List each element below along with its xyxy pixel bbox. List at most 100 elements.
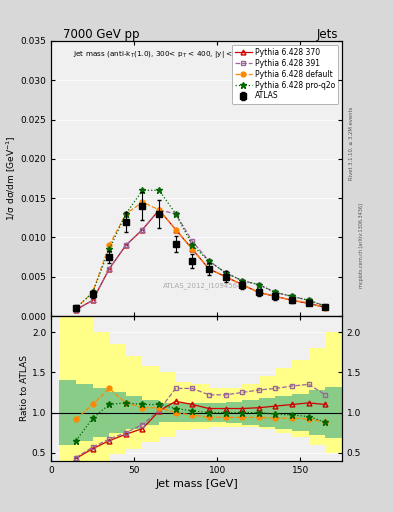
Pythia 6.428 pro-q2o — [273, 289, 278, 295]
Pythia 6.428 default — [240, 282, 244, 288]
Pythia 6.428 pro-q2o — [190, 242, 195, 248]
Pythia 6.428 370 — [190, 246, 195, 252]
Bar — [176, 382, 192, 430]
Pythia 6.428 370 — [323, 304, 328, 310]
Bar — [192, 403, 209, 422]
Pythia 6.428 391 — [107, 266, 112, 272]
Pythia 6.428 391 — [90, 297, 95, 304]
Bar — [159, 372, 176, 437]
Pythia 6.428 370 — [290, 297, 294, 304]
Text: mcplots.cern.ch [arXiv:1306.3436]: mcplots.cern.ch [arXiv:1306.3436] — [359, 203, 364, 288]
Pythia 6.428 391 — [306, 297, 311, 304]
Pythia 6.428 pro-q2o — [240, 278, 244, 284]
Pythia 6.428 370 — [157, 207, 162, 213]
Pythia 6.428 391 — [273, 289, 278, 295]
Text: 7000 GeV pp: 7000 GeV pp — [63, 28, 140, 41]
Pythia 6.428 370 — [207, 266, 211, 272]
Pythia 6.428 pro-q2o — [323, 304, 328, 310]
Line: Pythia 6.428 pro-q2o: Pythia 6.428 pro-q2o — [73, 187, 329, 312]
X-axis label: Jet mass [GeV]: Jet mass [GeV] — [155, 479, 238, 489]
Line: Pythia 6.428 370: Pythia 6.428 370 — [73, 207, 328, 312]
Bar — [126, 356, 143, 449]
Bar — [259, 376, 275, 429]
Bar — [325, 332, 342, 453]
Pythia 6.428 370 — [90, 297, 95, 304]
Pythia 6.428 370 — [73, 307, 78, 313]
Pythia 6.428 370 — [223, 273, 228, 280]
Bar — [192, 385, 209, 429]
Pythia 6.428 391 — [207, 258, 211, 264]
Text: Rivet 3.1.10, ≥ 3.2M events: Rivet 3.1.10, ≥ 3.2M events — [349, 106, 354, 180]
Pythia 6.428 391 — [323, 303, 328, 309]
Bar — [226, 389, 242, 427]
Bar — [143, 366, 159, 442]
Pythia 6.428 391 — [290, 293, 294, 300]
Bar — [109, 344, 126, 454]
Bar — [93, 332, 109, 461]
Bar — [209, 389, 226, 427]
Pythia 6.428 default — [173, 226, 178, 232]
Pythia 6.428 391 — [190, 238, 195, 244]
Pythia 6.428 default — [123, 211, 128, 217]
Pythia 6.428 pro-q2o — [207, 258, 211, 264]
Bar — [275, 396, 292, 429]
Pythia 6.428 pro-q2o — [173, 211, 178, 217]
Pythia 6.428 default — [73, 305, 78, 311]
Pythia 6.428 370 — [107, 266, 112, 272]
Pythia 6.428 391 — [173, 211, 178, 217]
Pythia 6.428 pro-q2o — [73, 305, 78, 311]
Pythia 6.428 391 — [240, 278, 244, 284]
Bar — [109, 392, 126, 433]
Pythia 6.428 default — [157, 207, 162, 213]
Bar — [325, 387, 342, 438]
Pythia 6.428 391 — [73, 307, 78, 313]
Text: Jets: Jets — [316, 28, 338, 41]
Bar — [292, 360, 309, 437]
Line: Pythia 6.428 default: Pythia 6.428 default — [73, 200, 328, 311]
Pythia 6.428 370 — [273, 293, 278, 300]
Pythia 6.428 391 — [123, 242, 128, 248]
Pythia 6.428 391 — [223, 270, 228, 276]
Pythia 6.428 pro-q2o — [290, 293, 294, 300]
Pythia 6.428 default — [207, 266, 211, 272]
Bar — [76, 385, 93, 441]
Bar — [93, 389, 109, 437]
Pythia 6.428 pro-q2o — [90, 289, 95, 295]
Pythia 6.428 370 — [173, 226, 178, 232]
Pythia 6.428 370 — [240, 282, 244, 288]
Pythia 6.428 default — [257, 289, 261, 295]
Bar — [126, 396, 143, 429]
Pythia 6.428 370 — [140, 226, 145, 232]
Pythia 6.428 pro-q2o — [123, 211, 128, 217]
Bar — [143, 400, 159, 424]
Pythia 6.428 default — [90, 289, 95, 295]
Pythia 6.428 370 — [123, 242, 128, 248]
Bar — [259, 398, 275, 427]
Bar — [242, 400, 259, 424]
Bar — [309, 390, 325, 435]
Pythia 6.428 default — [306, 300, 311, 306]
Pythia 6.428 default — [273, 293, 278, 300]
Pythia 6.428 default — [107, 242, 112, 248]
Pythia 6.428 default — [140, 199, 145, 205]
Bar — [59, 380, 76, 445]
Text: Jet mass (anti-k$_T$(1.0), 300< p$_T$ < 400, |y| < 2.0): Jet mass (anti-k$_T$(1.0), 300< p$_T$ < … — [73, 49, 250, 60]
Bar — [226, 402, 242, 423]
Pythia 6.428 pro-q2o — [140, 187, 145, 194]
Pythia 6.428 default — [290, 297, 294, 304]
Pythia 6.428 default — [223, 273, 228, 280]
Bar — [292, 394, 309, 431]
Bar — [275, 368, 292, 433]
Pythia 6.428 391 — [140, 226, 145, 232]
Pythia 6.428 pro-q2o — [223, 270, 228, 276]
Y-axis label: Ratio to ATLAS: Ratio to ATLAS — [20, 355, 29, 421]
Bar — [242, 385, 259, 427]
Line: Pythia 6.428 391: Pythia 6.428 391 — [73, 207, 328, 312]
Bar — [176, 403, 192, 422]
Bar — [59, 316, 76, 461]
Bar — [159, 403, 176, 422]
Bar — [309, 348, 325, 445]
Text: ATLAS_2012_I1094564: ATLAS_2012_I1094564 — [163, 282, 242, 289]
Bar — [209, 403, 226, 422]
Legend: Pythia 6.428 370, Pythia 6.428 391, Pythia 6.428 default, Pythia 6.428 pro-q2o, : Pythia 6.428 370, Pythia 6.428 391, Pyth… — [232, 45, 338, 103]
